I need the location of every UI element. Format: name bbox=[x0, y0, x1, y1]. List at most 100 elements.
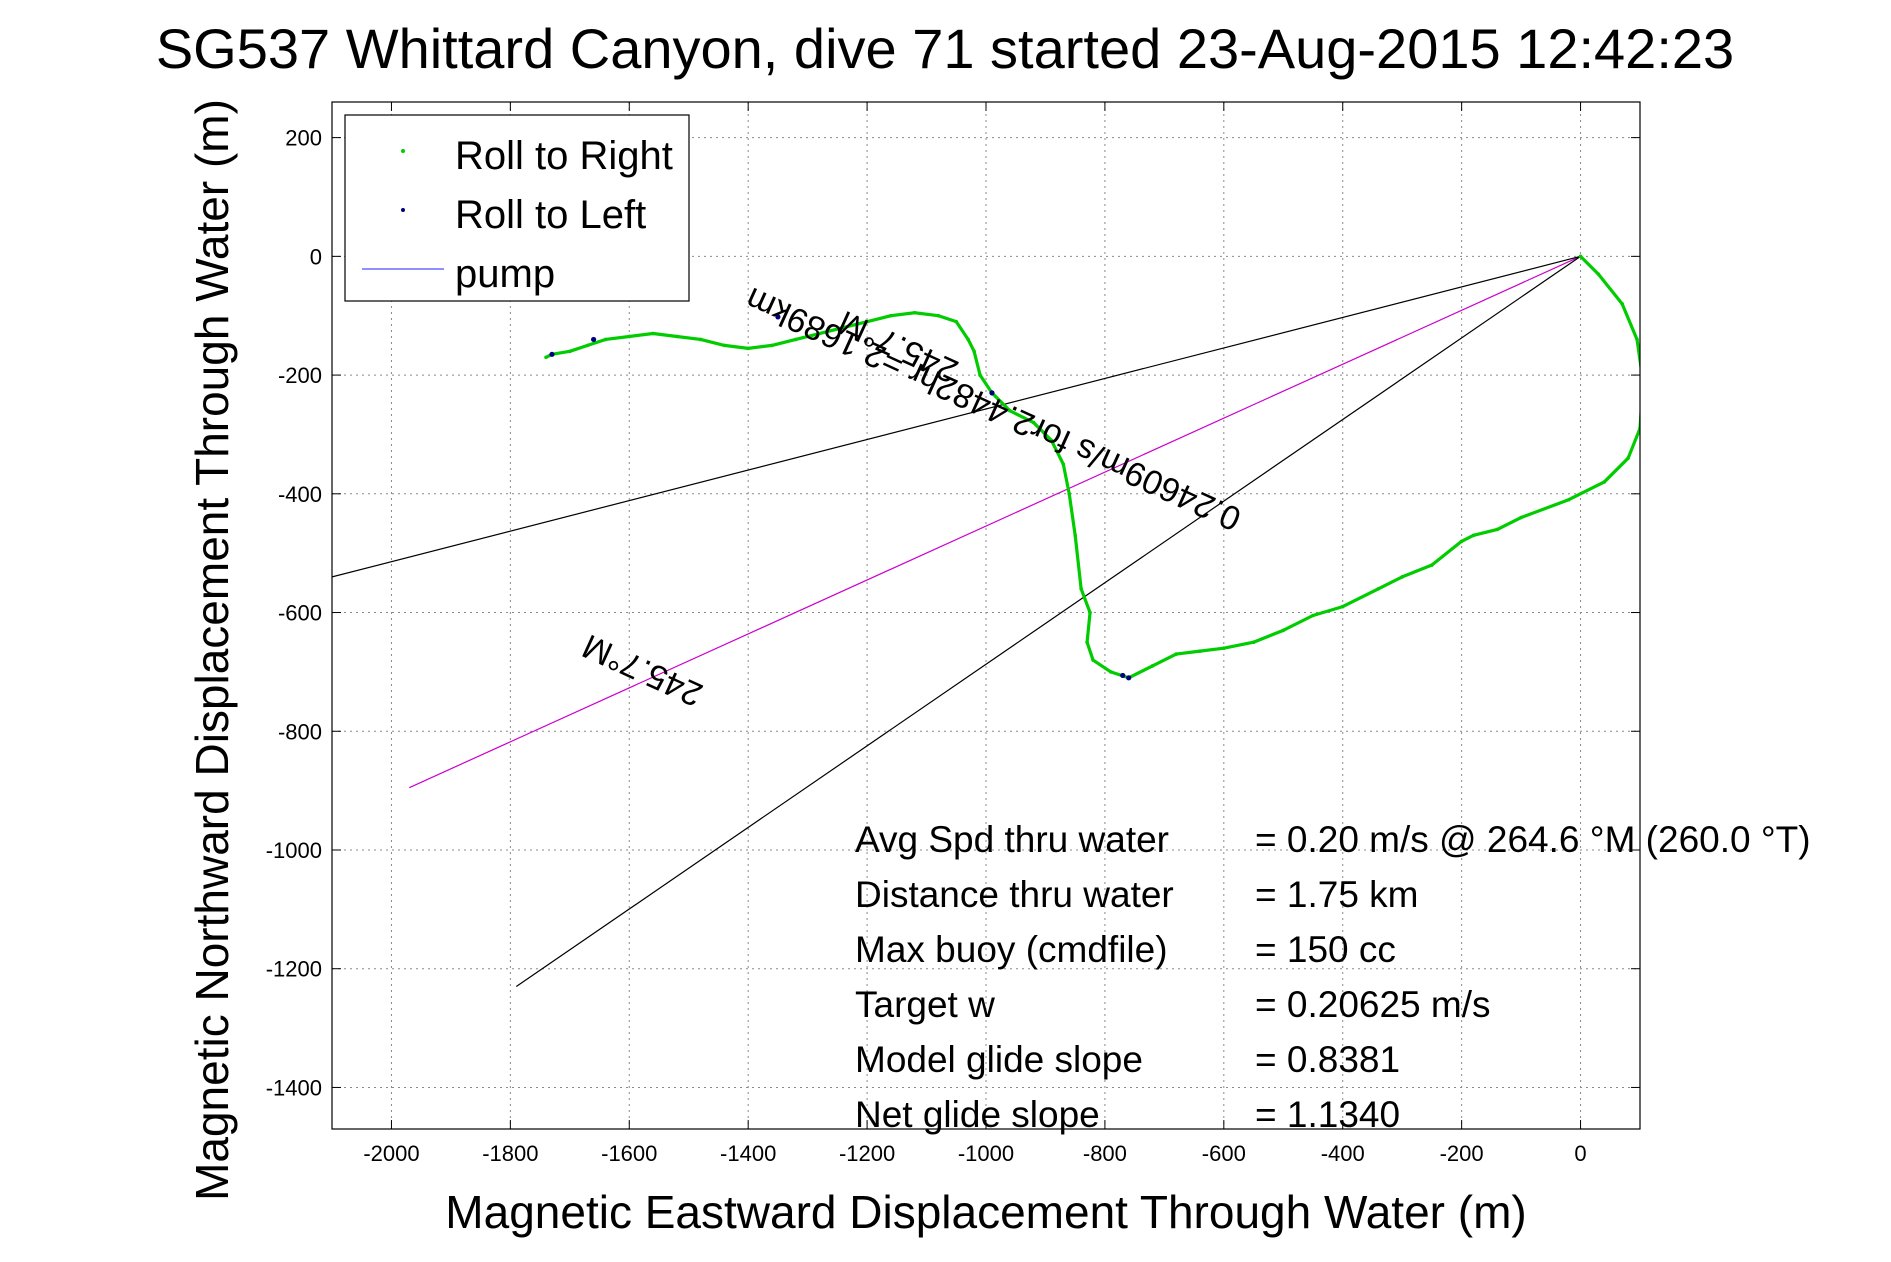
track-point bbox=[1626, 456, 1630, 460]
y-tick-label: 0 bbox=[310, 244, 322, 269]
stat-label: Distance thru water bbox=[855, 874, 1174, 915]
track-point bbox=[817, 331, 822, 336]
track-point bbox=[1578, 254, 1583, 259]
track-point bbox=[1049, 438, 1054, 443]
track-point bbox=[722, 343, 727, 348]
track-point bbox=[1620, 302, 1624, 306]
track-point bbox=[675, 334, 679, 339]
track-point bbox=[1340, 604, 1345, 609]
track-point bbox=[1602, 480, 1607, 484]
track-point bbox=[972, 349, 976, 354]
legend-label-pump: pump bbox=[455, 252, 555, 296]
stat-value: = 1.75 km bbox=[1255, 874, 1419, 915]
track-point bbox=[1198, 649, 1202, 653]
stat-value: = 0.8381 bbox=[1255, 1039, 1400, 1080]
track-point bbox=[841, 325, 846, 330]
envelope-lower bbox=[515, 255, 1581, 988]
track-point bbox=[1311, 613, 1315, 618]
x-tick-label: 0 bbox=[1574, 1141, 1586, 1166]
legend-label-roll-right: Roll to Right bbox=[455, 134, 673, 178]
x-axis-label: Magnetic Eastward Displacement Through W… bbox=[445, 1186, 1526, 1238]
y-tick-label: -800 bbox=[278, 719, 322, 744]
stat-value: = 1.1340 bbox=[1255, 1094, 1400, 1135]
track-point bbox=[966, 337, 970, 342]
roll-left-point bbox=[1120, 672, 1126, 679]
track-point bbox=[1430, 563, 1434, 567]
track-point bbox=[770, 343, 774, 348]
y-tick-label: -600 bbox=[278, 601, 322, 626]
track-point bbox=[1376, 586, 1381, 591]
track-point bbox=[1091, 658, 1095, 662]
y-axis-label: Magnetic Northward Displacement Through … bbox=[186, 99, 238, 1201]
track-point bbox=[1088, 610, 1092, 615]
track-point bbox=[627, 334, 632, 339]
track-point bbox=[1519, 515, 1523, 520]
track-point bbox=[1400, 575, 1404, 579]
legend-box bbox=[344, 114, 690, 302]
track-point bbox=[1085, 640, 1089, 645]
data-series bbox=[544, 254, 1645, 681]
x-tick-label: -800 bbox=[1083, 1141, 1127, 1166]
track-point bbox=[1495, 527, 1500, 532]
x-tick-label: -600 bbox=[1202, 1141, 1246, 1166]
y-tick-label: -400 bbox=[278, 482, 322, 507]
track-point bbox=[1222, 646, 1226, 650]
track-point bbox=[954, 319, 959, 324]
chart-title: SG537 Whittard Canyon, dive 71 started 2… bbox=[156, 17, 1734, 80]
track-point bbox=[793, 337, 798, 342]
track-point bbox=[1109, 670, 1113, 674]
track-point bbox=[1061, 462, 1066, 466]
x-tick-label: -1400 bbox=[720, 1141, 776, 1166]
track-point bbox=[1566, 497, 1571, 502]
track-point bbox=[585, 343, 590, 348]
legend-label-roll-left: Roll to Left bbox=[455, 193, 646, 237]
stat-value: = 0.20 m/s @ 264.6 °M (260.0 °T) bbox=[1255, 819, 1811, 860]
y-tick-label: -1000 bbox=[266, 838, 322, 863]
stat-label: Net glide slope bbox=[855, 1094, 1100, 1135]
track-point bbox=[1641, 379, 1645, 383]
x-tick-label: -2000 bbox=[363, 1141, 419, 1166]
stat-value: = 0.20625 m/s bbox=[1255, 984, 1491, 1025]
roll-left-point bbox=[989, 390, 995, 396]
track-point bbox=[978, 373, 982, 377]
x-tick-label: -400 bbox=[1321, 1141, 1365, 1166]
track-line bbox=[544, 254, 1640, 680]
track-point bbox=[1007, 408, 1012, 413]
track-point bbox=[1471, 533, 1476, 538]
roll-left-point bbox=[549, 351, 555, 357]
stat-value: = 150 cc bbox=[1255, 929, 1396, 970]
track-point bbox=[936, 313, 941, 318]
stats-panel: Avg Spd thru water = 0.20 m/s @ 264.6 °M … bbox=[855, 819, 1811, 1135]
x-tick-label: -1800 bbox=[482, 1141, 538, 1166]
track-point bbox=[1073, 533, 1077, 538]
track-point bbox=[1459, 539, 1464, 544]
track-point bbox=[1251, 640, 1256, 645]
envelope-upper bbox=[332, 255, 1581, 578]
stat-label: Max buoy (cmdfile) bbox=[855, 929, 1168, 970]
x-tick-label: -1000 bbox=[958, 1141, 1014, 1166]
roll-left-point bbox=[591, 336, 597, 343]
track-point bbox=[865, 319, 869, 324]
stat-label: Model glide slope bbox=[855, 1039, 1143, 1080]
legend-marker-roll-right bbox=[401, 149, 405, 153]
track-point bbox=[651, 331, 655, 336]
x-tick-label: -1600 bbox=[601, 1141, 657, 1166]
stat-label: Avg Spd thru water bbox=[855, 819, 1169, 860]
track-point bbox=[603, 337, 608, 342]
track-point bbox=[698, 337, 703, 342]
track-point bbox=[1596, 272, 1601, 276]
track-point bbox=[1174, 652, 1179, 656]
track-point bbox=[746, 346, 750, 351]
reference-lines bbox=[332, 255, 1581, 988]
heading-bottom: 245.7°M bbox=[577, 626, 708, 713]
legend-marker-roll-left bbox=[401, 208, 405, 212]
track-point bbox=[1067, 492, 1072, 496]
y-tick-label: -1200 bbox=[266, 957, 322, 982]
legend: Roll to Right Roll to Left pump bbox=[344, 114, 690, 302]
y-tick-label: 200 bbox=[285, 126, 322, 151]
track-point bbox=[568, 349, 572, 354]
roll-left-point bbox=[775, 314, 781, 320]
heading-line bbox=[409, 255, 1581, 789]
track-point bbox=[544, 355, 548, 360]
